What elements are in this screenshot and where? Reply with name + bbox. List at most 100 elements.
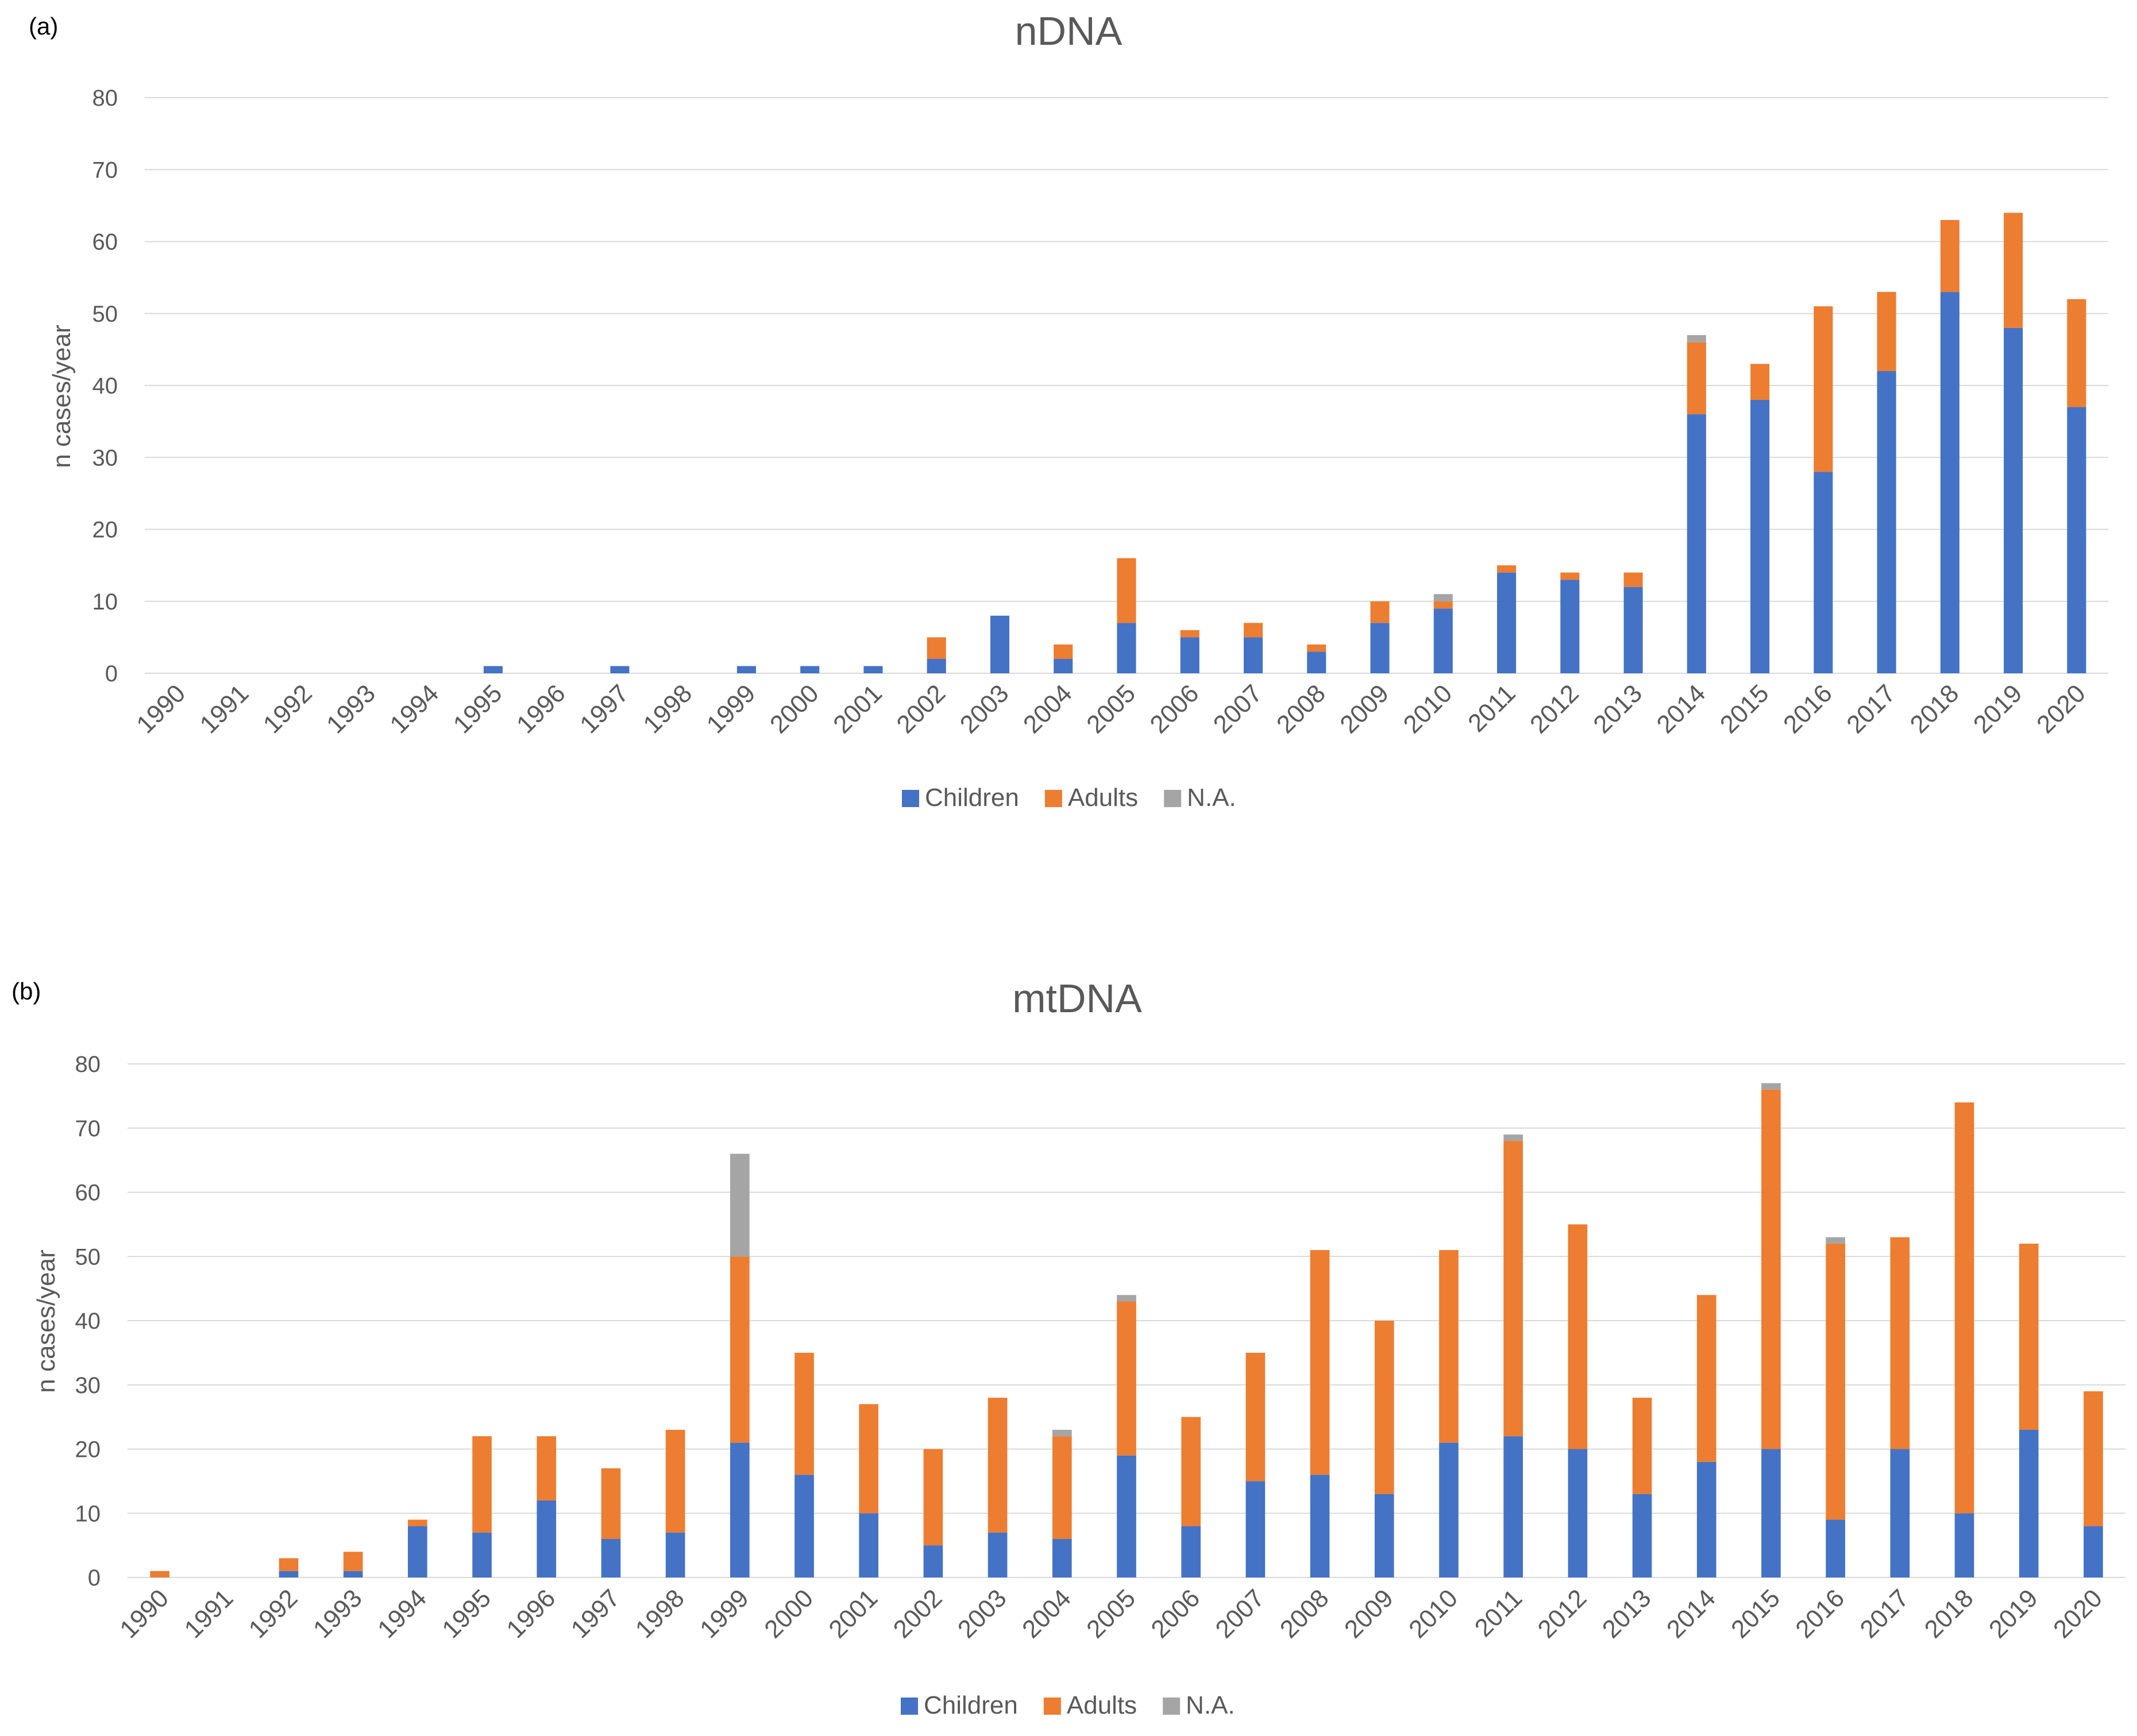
x-tick-label: 2000 [765,679,824,739]
x-tick-label: 2000 [759,1584,819,1644]
legend-swatch-na [1163,1698,1181,1715]
y-tick-label: 40 [92,373,118,399]
bar-segment-children-2013 [1623,587,1643,673]
legend-label: N.A. [1186,1691,1235,1719]
y-tick-label: 50 [92,302,118,327]
legend-label: Adults [1067,1691,1137,1719]
bar-segment-children-2012 [1568,1449,1588,1577]
bar-segment-children-2002 [923,1545,943,1577]
panel-a-legend: Children Adults N.A. [902,784,1236,812]
bar-segment-children-2007 [1243,637,1263,673]
x-tick-label: 2020 [2031,679,2091,739]
x-tick-label: 1996 [501,1584,561,1644]
bar-segment-children-1993 [343,1571,363,1577]
bar-segment-na-2011 [1503,1134,1523,1141]
x-tick-label: 2008 [1275,1584,1334,1644]
bar-segment-children-2008 [1310,1475,1330,1577]
bar-segment-children-2011 [1503,1436,1523,1577]
bar-segment-children-2008 [1307,651,1326,673]
bar-segment-adults-1997 [601,1468,621,1539]
x-tick-label: 2012 [1525,679,1584,739]
bar-segment-children-2006 [1181,1526,1201,1577]
bar-segment-adults-1994 [408,1519,427,1526]
bar-segment-children-2010 [1439,1442,1459,1577]
x-tick-label: 2018 [1905,679,1965,739]
bar-segment-children-2020 [2067,407,2086,673]
bar-segment-adults-2011 [1503,1141,1523,1437]
x-tick-label: 2006 [1145,1584,1205,1644]
y-tick-label: 70 [75,1116,101,1141]
bar-segment-children-1997 [610,666,630,673]
bar-segment-adults-2018 [1954,1102,1974,1514]
x-tick-label: 2005 [1081,1584,1141,1644]
x-tick-label: 1992 [258,679,318,739]
x-tick-label: 1991 [195,679,254,739]
bar-segment-adults-2019 [2019,1243,2039,1430]
y-tick-label: 0 [105,661,118,686]
bar-segment-children-2020 [2084,1526,2103,1577]
bar-segment-adults-2012 [1560,572,1580,580]
x-tick-label: 2013 [1597,1584,1657,1644]
x-tick-label: 2014 [1661,1584,1721,1644]
bar-segment-adults-2009 [1370,601,1390,623]
panel-b-legend: Children Adults N.A. [901,1691,1235,1719]
bar-segment-na-2014 [1687,335,1706,342]
bar-segment-children-2011 [1497,572,1517,673]
bar-segment-children-2019 [2019,1429,2039,1577]
x-tick-label: 2006 [1144,679,1204,739]
x-tick-label: 2017 [1855,1584,1915,1644]
bar-segment-adults-2018 [1940,219,1959,292]
bar-segment-adults-2017 [1877,292,1896,371]
bar-segment-children-2004 [1052,1538,1072,1577]
x-tick-label: 2007 [1208,679,1268,739]
x-tick-label: 2020 [2048,1584,2108,1644]
bar-segment-children-1997 [601,1538,621,1577]
bar-segment-adults-1996 [537,1436,557,1500]
x-tick-label: 1992 [244,1584,303,1644]
bar-segment-children-2015 [1761,1449,1781,1577]
bar-segment-children-1996 [537,1500,557,1577]
bar-segment-adults-2013 [1623,572,1643,587]
x-tick-label: 1996 [511,679,571,739]
y-tick-label: 40 [75,1309,101,1334]
bar-segment-children-2003 [990,615,1010,673]
bar-segment-adults-2002 [927,637,946,659]
y-tick-label: 60 [75,1181,101,1206]
x-tick-label: 2004 [1017,1584,1077,1644]
bar-segment-adults-2014 [1696,1295,1716,1462]
bar-segment-adults-2009 [1374,1321,1394,1494]
x-tick-label: 1990 [114,1584,174,1644]
x-tick-label: 2003 [955,679,1015,739]
bar-segment-children-2005 [1117,623,1136,673]
x-tick-label: 2016 [1778,679,1838,739]
bar-segment-children-1992 [279,1571,299,1577]
x-tick-label: 2016 [1790,1584,1850,1644]
bar-segment-children-2000 [794,1475,814,1577]
bar-segment-na-2010 [1433,594,1453,601]
bar-segment-adults-1993 [343,1552,363,1571]
x-tick-label: 1999 [701,679,761,739]
bar-segment-adults-2020 [2067,299,2086,407]
y-tick-label: 20 [75,1437,101,1463]
bar-segment-children-2001 [859,1513,879,1577]
x-tick-label: 2015 [1715,679,1775,739]
bar-segment-adults-2003 [988,1398,1008,1533]
bar-segment-adults-1999 [730,1256,750,1443]
bar-segment-adults-2010 [1433,601,1453,609]
bar-segment-adults-2015 [1761,1089,1781,1449]
x-tick-label: 1998 [638,679,697,739]
bar-segment-adults-2016 [1814,306,1833,472]
x-tick-label: 2005 [1081,679,1141,739]
y-tick-label: 80 [92,86,118,111]
bar-segment-adults-2011 [1497,565,1517,573]
x-tick-label: 2013 [1588,679,1648,739]
legend-swatch-adults [1044,790,1062,807]
panel-b-mtdna-chart: (b) mtDNA n cases/year 0 10 20 30 40 50 60 70 80… [11,976,2126,1719]
legend-swatch-adults [1043,1698,1061,1715]
bar-segment-children-2007 [1245,1481,1266,1577]
bar-segment-adults-2007 [1245,1352,1266,1482]
x-tick-label: 2019 [1968,679,2028,739]
bar-segment-adults-2015 [1750,364,1770,400]
bar-segment-children-2006 [1180,637,1199,673]
